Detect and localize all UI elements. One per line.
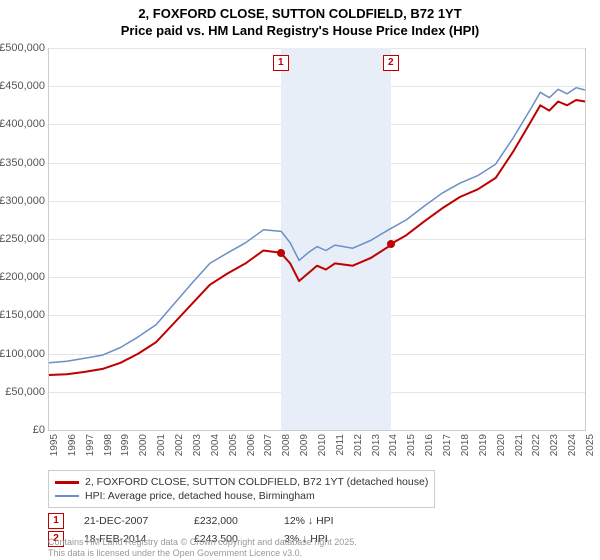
legend-label: HPI: Average price, detached house, Birm… — [85, 490, 315, 502]
y-tick-label: £200,000 — [0, 271, 45, 283]
x-tick-label: 2003 — [192, 434, 203, 456]
x-tick-label: 1996 — [67, 434, 78, 456]
y-tick-label: £0 — [33, 424, 45, 436]
x-tick-label: 1995 — [49, 434, 60, 456]
y-tick-label: £400,000 — [0, 118, 45, 130]
legend-label: 2, FOXFORD CLOSE, SUTTON COLDFIELD, B72 … — [85, 476, 428, 488]
legend-swatch — [55, 481, 79, 484]
y-tick-label: £250,000 — [0, 233, 45, 245]
x-tick-label: 2025 — [585, 434, 596, 456]
x-tick-label: 2021 — [514, 434, 525, 456]
x-tick-label: 2000 — [138, 434, 149, 456]
x-tick-label: 2024 — [567, 434, 578, 456]
x-tick-label: 2005 — [228, 434, 239, 456]
transaction-hpi-diff: 12% ↓ HPI — [284, 515, 364, 527]
legend-swatch — [55, 495, 79, 497]
x-tick-label: 2019 — [478, 434, 489, 456]
transaction-row: 1 21-DEC-2007 £232,000 12% ↓ HPI — [48, 512, 364, 530]
x-tick-label: 2009 — [299, 434, 310, 456]
x-tick-label: 2008 — [281, 434, 292, 456]
x-tick-label: 2023 — [549, 434, 560, 456]
x-tick-label: 2014 — [388, 434, 399, 456]
x-tick-label: 2012 — [353, 434, 364, 456]
x-tick-label: 2022 — [531, 434, 542, 456]
y-tick-label: £150,000 — [0, 309, 45, 321]
sale-marker-dot — [277, 249, 285, 257]
chart-container: 2, FOXFORD CLOSE, SUTTON COLDFIELD, B72 … — [0, 0, 600, 560]
x-tick-label: 2016 — [424, 434, 435, 456]
y-tick-label: £100,000 — [0, 348, 45, 360]
x-tick-label: 2011 — [335, 434, 346, 456]
legend-item: 2, FOXFORD CLOSE, SUTTON COLDFIELD, B72 … — [55, 475, 428, 489]
y-tick-label: £300,000 — [0, 195, 45, 207]
x-tick-label: 2013 — [371, 434, 382, 456]
title-line-1: 2, FOXFORD CLOSE, SUTTON COLDFIELD, B72 … — [0, 6, 600, 23]
x-tick-label: 2010 — [317, 434, 328, 456]
footer-attribution: Contains HM Land Registry data © Crown c… — [48, 537, 357, 558]
x-tick-label: 2020 — [496, 434, 507, 456]
x-tick-label: 1999 — [120, 434, 131, 456]
sale-marker-box: 1 — [273, 55, 289, 71]
chart-plot-area: £0£50,000£100,000£150,000£200,000£250,00… — [48, 48, 586, 431]
x-tick-label: 2004 — [210, 434, 221, 456]
x-tick-label: 2015 — [406, 434, 417, 456]
x-tick-label: 2002 — [174, 434, 185, 456]
sale-marker-dot — [387, 240, 395, 248]
title-line-2: Price paid vs. HM Land Registry's House … — [0, 23, 600, 40]
title-block: 2, FOXFORD CLOSE, SUTTON COLDFIELD, B72 … — [0, 0, 600, 42]
series-line-property — [49, 100, 585, 375]
x-tick-label: 1997 — [85, 434, 96, 456]
x-tick-label: 2018 — [460, 434, 471, 456]
x-tick-label: 2001 — [156, 434, 167, 456]
sale-marker-box: 2 — [383, 55, 399, 71]
footer-line-1: Contains HM Land Registry data © Crown c… — [48, 537, 357, 547]
series-line-hpi — [49, 88, 585, 363]
x-tick-label: 2006 — [246, 434, 257, 456]
x-tick-label: 1998 — [103, 434, 114, 456]
transaction-price: £232,000 — [194, 515, 264, 527]
footer-line-2: This data is licensed under the Open Gov… — [48, 548, 357, 558]
y-tick-label: £350,000 — [0, 157, 45, 169]
transaction-marker: 1 — [48, 513, 64, 529]
chart-lines-svg — [49, 48, 585, 430]
x-tick-label: 2017 — [442, 434, 453, 456]
x-tick-label: 2007 — [263, 434, 274, 456]
y-tick-label: £500,000 — [0, 42, 45, 54]
y-tick-label: £450,000 — [0, 80, 45, 92]
legend-item: HPI: Average price, detached house, Birm… — [55, 489, 428, 503]
transaction-date: 21-DEC-2007 — [84, 515, 174, 527]
legend: 2, FOXFORD CLOSE, SUTTON COLDFIELD, B72 … — [48, 470, 435, 508]
y-tick-label: £50,000 — [5, 386, 45, 398]
